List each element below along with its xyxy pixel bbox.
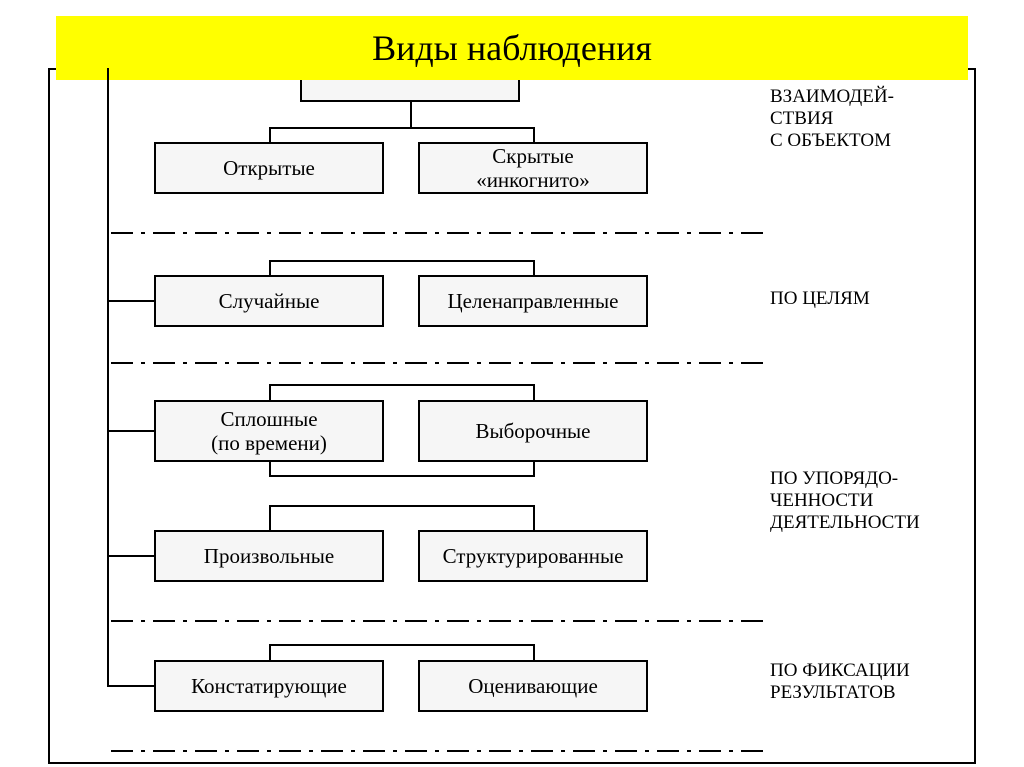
side-label-3: ПО УПОРЯДО- ЧЕННОСТИ ДЕЯТЕЛЬНОСТИ	[770, 468, 920, 534]
box-right-3: Структурированные	[418, 530, 648, 582]
conn-drop-r-1	[533, 260, 535, 275]
conn-drop-l-1	[269, 260, 271, 275]
box-right-label-4: Оценивающие	[468, 674, 598, 698]
page-title: Виды наблюдения	[372, 27, 652, 69]
hdash-1	[111, 362, 768, 364]
conn-stem-0	[410, 102, 412, 127]
conn-drop-l-0	[269, 127, 271, 142]
hdash-3	[111, 620, 768, 622]
side-label-text-0: ВЗАИМОДЕЙ- СТВИЯ С ОБЪЕКТОМ	[770, 86, 894, 151]
side-label-text-1: ПО ЦЕЛЯМ	[770, 288, 870, 309]
conn-drop-r-4	[533, 644, 535, 660]
conn-down-bar-2	[269, 475, 535, 477]
box-left-label-2: Сплошные (по времени)	[211, 407, 327, 455]
spine-hook-1	[107, 300, 154, 302]
diagram-canvas: Виды наблюдения Открытые Скрытые «инкогнит…	[0, 0, 1024, 767]
box-left-label-4: Констатирующие	[191, 674, 347, 698]
box-right-label-0: Скрытые «инкогнито»	[476, 144, 590, 192]
spine-hook-4	[107, 685, 154, 687]
conn-bar-1	[269, 260, 535, 262]
conn-drop-r-0	[533, 127, 535, 142]
side-label-text-3: ПО УПОРЯДО- ЧЕННОСТИ ДЕЯТЕЛЬНОСТИ	[770, 468, 920, 533]
box-left-2: Сплошные (по времени)	[154, 400, 384, 462]
side-label-4: ПО ФИКСАЦИИ РЕЗУЛЬТАТОВ	[770, 660, 910, 704]
spine-hook-2	[107, 430, 154, 432]
spine-hook-3	[107, 555, 154, 557]
box-right-label-1: Целенаправленные	[448, 289, 619, 313]
side-label-0: ВЗАИМОДЕЙ- СТВИЯ С ОБЪЕКТОМ	[770, 86, 894, 152]
conn-bar-3	[269, 505, 535, 507]
box-right-label-2: Выборочные	[476, 419, 591, 443]
box-left-label-3: Произвольные	[204, 544, 334, 568]
conn-down-r-2	[533, 462, 535, 475]
box-left-1: Случайные	[154, 275, 384, 327]
box-left-label-0: Открытые	[223, 156, 315, 180]
conn-drop-r-3	[533, 505, 535, 530]
box-right-4: Оценивающие	[418, 660, 648, 712]
box-left-label-1: Случайные	[219, 289, 320, 313]
box-right-label-3: Структурированные	[443, 544, 624, 568]
top-center-box	[300, 80, 520, 102]
hdash-0	[111, 232, 768, 234]
conn-bar-2	[269, 384, 535, 386]
box-left-4: Констатирующие	[154, 660, 384, 712]
conn-drop-r-2	[533, 384, 535, 400]
hdash-4	[111, 750, 768, 752]
conn-drop-l-3	[269, 505, 271, 530]
conn-bar-0	[269, 127, 535, 129]
conn-drop-l-2	[269, 384, 271, 400]
box-left-3: Произвольные	[154, 530, 384, 582]
box-right-1: Целенаправленные	[418, 275, 648, 327]
box-right-2: Выборочные	[418, 400, 648, 462]
title-bar: Виды наблюдения	[56, 16, 968, 80]
box-left-0: Открытые	[154, 142, 384, 194]
side-label-1: ПО ЦЕЛЯМ	[770, 288, 870, 310]
box-right-0: Скрытые «инкогнито»	[418, 142, 648, 194]
conn-bar-4	[269, 644, 535, 646]
side-label-text-4: ПО ФИКСАЦИИ РЕЗУЛЬТАТОВ	[770, 660, 910, 703]
left-spine	[107, 68, 109, 687]
conn-down-l-2	[269, 462, 271, 475]
conn-drop-l-4	[269, 644, 271, 660]
